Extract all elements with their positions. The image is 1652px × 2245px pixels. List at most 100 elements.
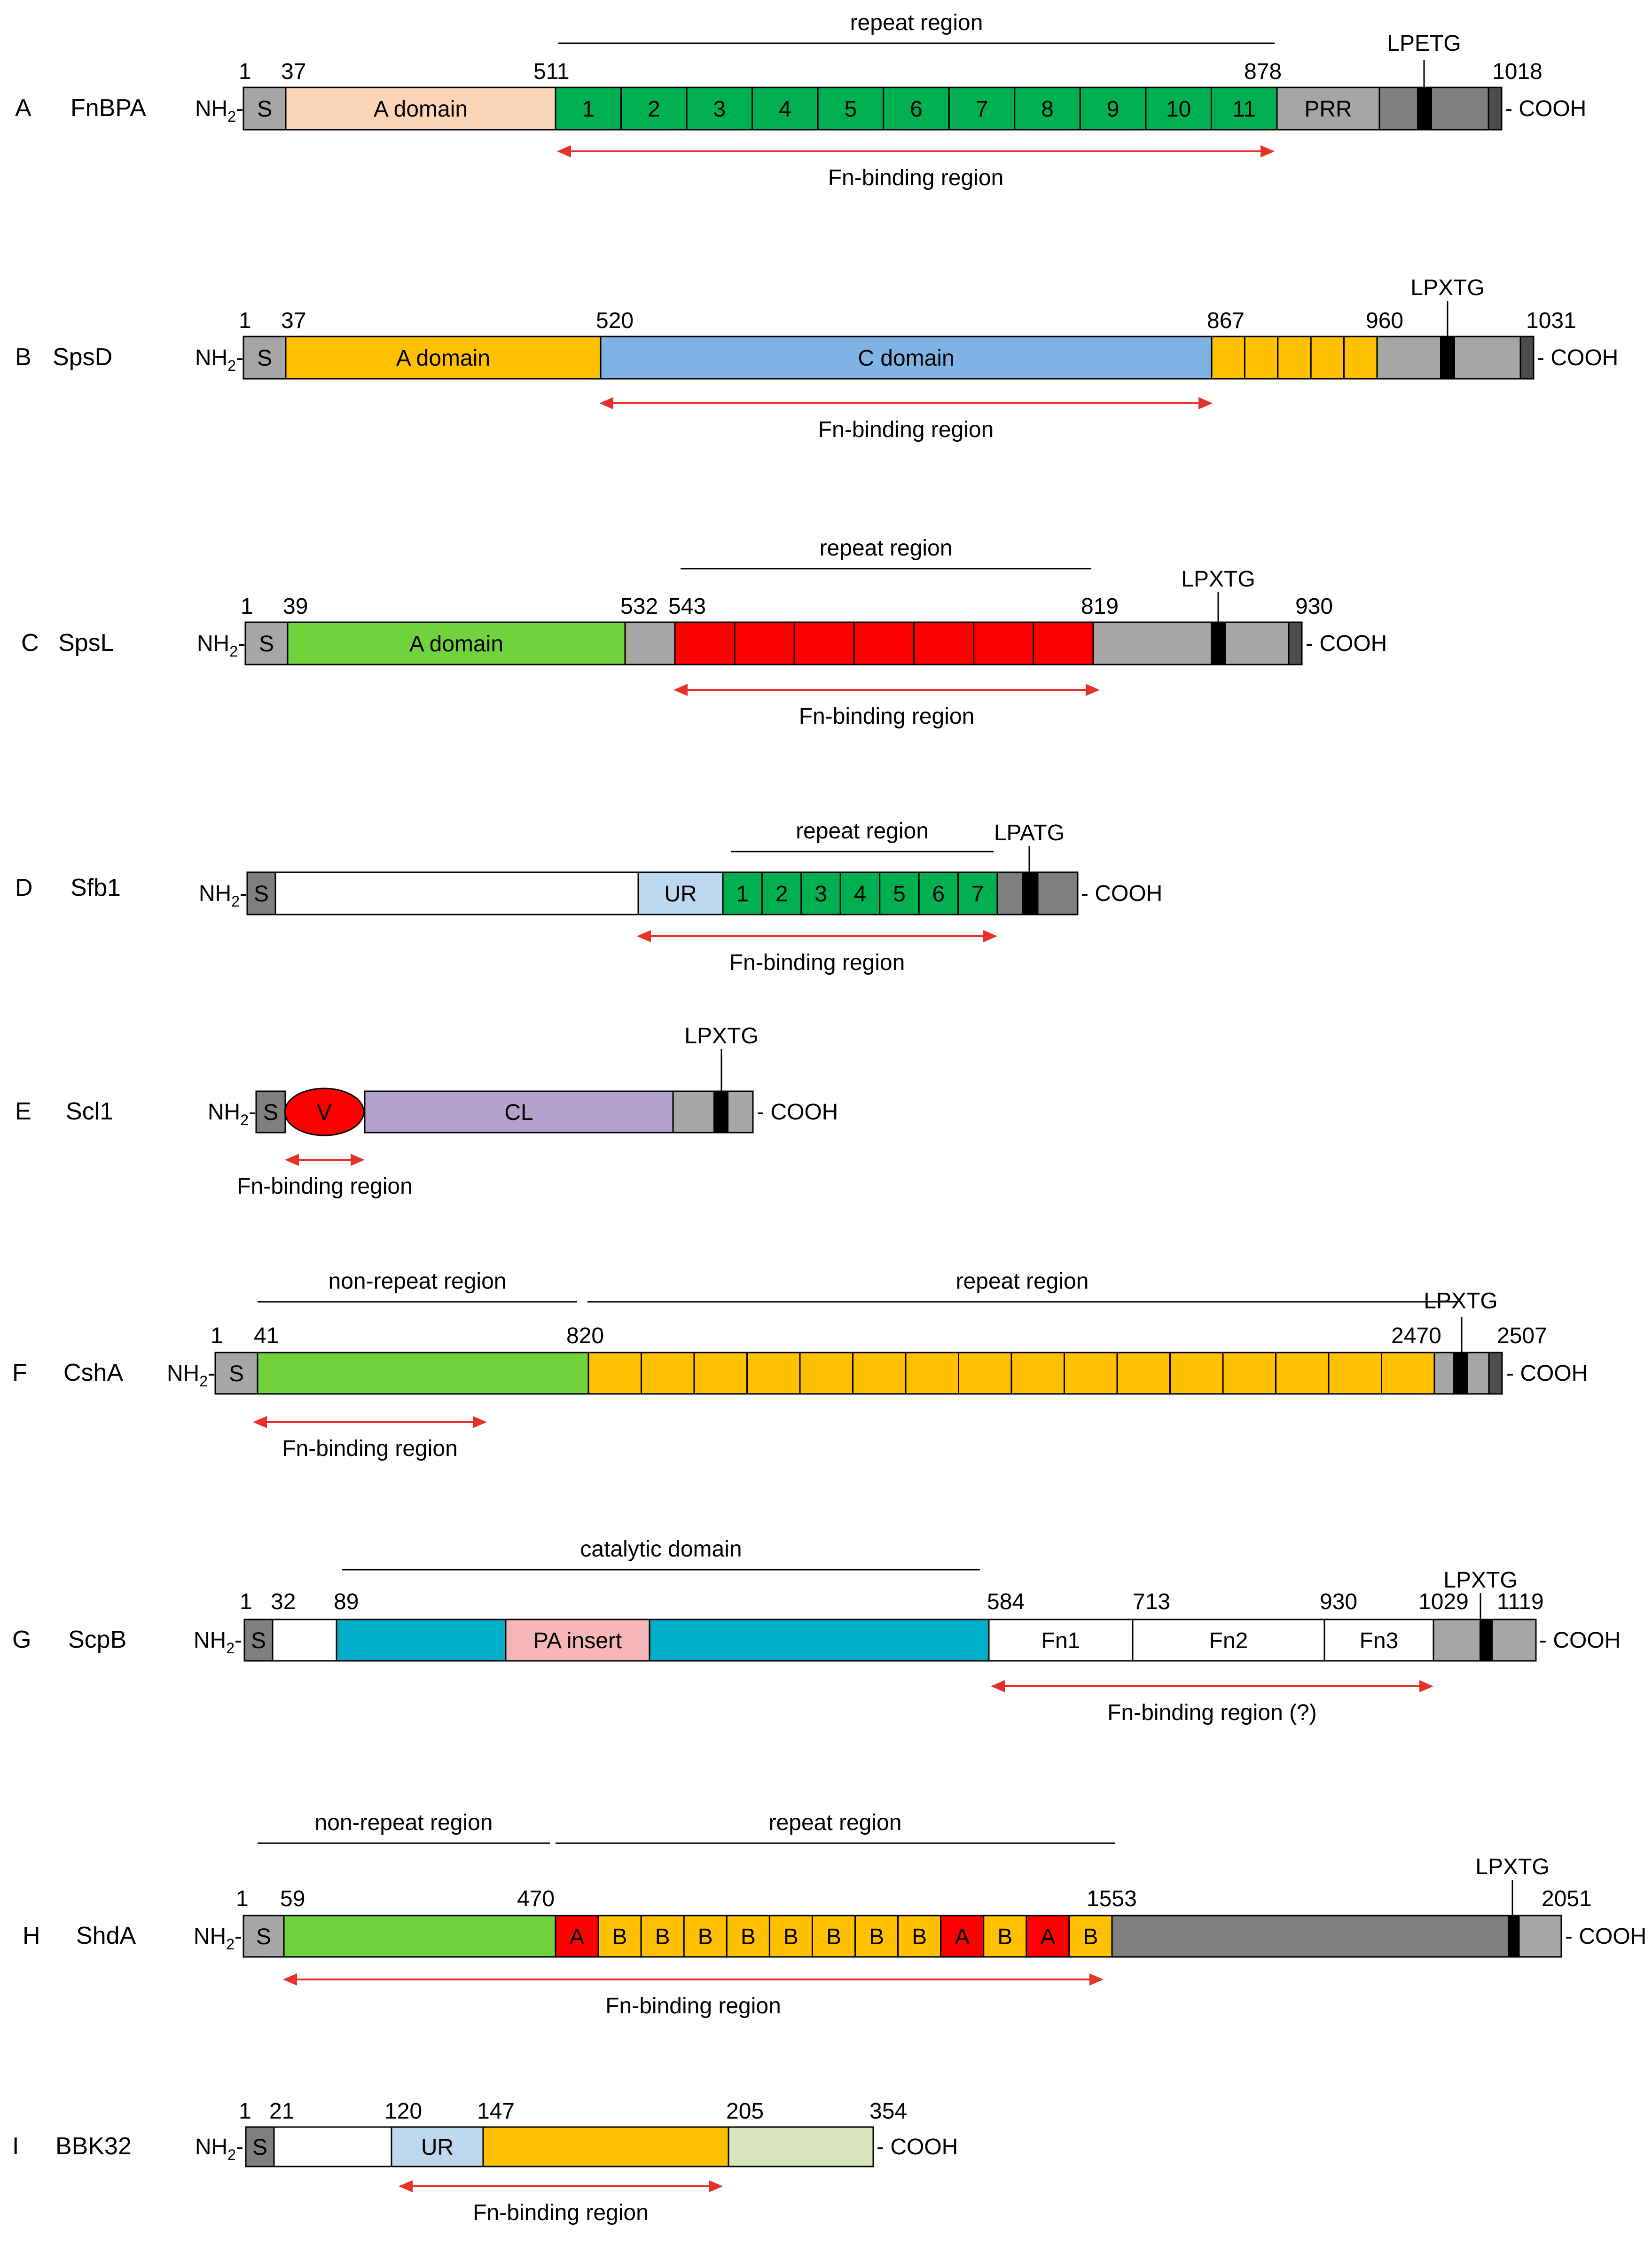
arrow-head-right bbox=[473, 1416, 487, 1428]
arrow-head-left bbox=[285, 1154, 299, 1166]
residue-number: 32 bbox=[271, 1589, 296, 1614]
fn-repeat-7-label: 7 bbox=[971, 882, 984, 907]
panel-letter: E bbox=[15, 1098, 31, 1125]
repeat-unit-9 bbox=[1010, 1352, 1065, 1395]
panel-b-spsd: B SpsD NH2- 1 37 520 867 960 1031 LPXTG S A domain C… bbox=[15, 275, 1618, 442]
c-terminus-label: - COOH bbox=[1081, 881, 1162, 906]
fn-repeat-7-label: 7 bbox=[976, 97, 988, 122]
v-domain-label: V bbox=[317, 1100, 332, 1125]
repeat-unit-1 bbox=[587, 1352, 642, 1395]
c-terminus-label: - COOH bbox=[1537, 345, 1618, 370]
sorting-motif-label: LPXTG bbox=[684, 1024, 758, 1048]
arrow-head-left bbox=[637, 930, 651, 942]
non-repeat-region bbox=[257, 1352, 589, 1395]
arrow-head-left bbox=[253, 1416, 267, 1428]
panel-letter: C bbox=[21, 629, 39, 657]
fn-binding-arrow bbox=[285, 1154, 365, 1166]
residue-number: 37 bbox=[281, 308, 306, 333]
n-terminus-label: NH2- bbox=[195, 345, 243, 374]
n-terminus-label: NH2- bbox=[195, 96, 243, 125]
fn1-domain-label: Fn1 bbox=[1041, 1628, 1080, 1653]
proline-rich-region bbox=[1276, 86, 1380, 131]
repeat-unit-10-label: A bbox=[955, 1924, 970, 1949]
n-terminus-label: NH2- bbox=[195, 2135, 243, 2163]
region-bracket-label: repeat region bbox=[769, 1810, 902, 1835]
panel-letter: B bbox=[15, 344, 31, 371]
c-terminus-label: - COOH bbox=[1506, 1361, 1588, 1386]
fn-repeat-6-label: 6 bbox=[910, 97, 923, 122]
fn-repeat-6-label: 6 bbox=[932, 882, 945, 907]
repeat-unit-2 bbox=[597, 1915, 642, 1958]
residue-number: 820 bbox=[566, 1323, 604, 1348]
fn-binding-arrow bbox=[991, 1680, 1433, 1692]
repeat-unit-6 bbox=[768, 1915, 813, 1958]
fn-repeat-9-label: 9 bbox=[1107, 97, 1120, 122]
signal-peptide-label: S bbox=[251, 1628, 266, 1653]
upstream-region-label: UR bbox=[421, 2135, 454, 2160]
fn-binding-label: Fn-binding region (?) bbox=[1107, 1700, 1317, 1725]
b-repeat-5 bbox=[1343, 336, 1378, 380]
c-terminus-label: - COOH bbox=[1505, 96, 1586, 121]
b-repeat-4 bbox=[1310, 336, 1345, 380]
repeat-unit-11 bbox=[1116, 1352, 1171, 1395]
c-terminal-region bbox=[672, 1090, 754, 1134]
fn-repeat-5 bbox=[913, 621, 975, 665]
fn-repeat-2-label: 2 bbox=[775, 882, 788, 907]
arrow-head-right bbox=[1086, 684, 1100, 696]
region-bracket-label: non-repeat region bbox=[329, 1269, 507, 1294]
fn-repeat-5-label: 5 bbox=[845, 97, 857, 122]
pa-insert-label: PA insert bbox=[533, 1628, 622, 1653]
residue-number: 147 bbox=[477, 2099, 515, 2124]
proline-rich-region-label: PRR bbox=[1304, 97, 1352, 122]
panel-g-scpb: G ScpB NH2- catalytic domain LPXTG 1 32 89 584 71… bbox=[12, 1537, 1621, 1725]
repeat-unit-9-label: B bbox=[912, 1924, 927, 1949]
repeat-unit-8 bbox=[854, 1915, 899, 1958]
n-terminus-label: NH2- bbox=[199, 881, 247, 910]
residue-number: 1 bbox=[239, 308, 251, 333]
protein-name: SpsD bbox=[53, 344, 112, 371]
region-bracket-label: repeat region bbox=[956, 1269, 1089, 1294]
residue-number: 37 bbox=[281, 59, 306, 84]
n-terminus-label: NH2- bbox=[197, 631, 245, 660]
fn-binding-arrow bbox=[283, 1973, 1104, 1986]
propeptide bbox=[272, 1619, 337, 1662]
repeat-unit-7 bbox=[811, 1915, 856, 1958]
upstream-region-label: UR bbox=[664, 882, 697, 907]
c-terminal-region bbox=[1092, 621, 1290, 665]
repeat-unit-13 bbox=[1222, 1352, 1276, 1395]
sorting-motif-label: LPXTG bbox=[1181, 567, 1255, 592]
arrow-head-left bbox=[991, 1680, 1005, 1692]
fn-repeat-11-label: 11 bbox=[1232, 97, 1256, 122]
fn-binding-arrow bbox=[637, 930, 997, 942]
fn-repeat-8-label: 8 bbox=[1041, 97, 1054, 122]
arrow-head-left bbox=[283, 1973, 297, 1986]
repeat-unit-5-label: B bbox=[741, 1924, 756, 1949]
repeat-unit-12 bbox=[1169, 1352, 1224, 1395]
residue-number: 470 bbox=[517, 1886, 555, 1911]
fn-repeat-4 bbox=[853, 621, 915, 665]
fn-binding-domain bbox=[482, 2126, 729, 2167]
arrow-head-left bbox=[673, 684, 688, 696]
arrow-head-left bbox=[599, 397, 613, 409]
fn-repeat-6 bbox=[918, 871, 959, 915]
cytoplasmic-tail bbox=[1488, 1352, 1503, 1395]
fn2-domain-label: Fn2 bbox=[1209, 1628, 1248, 1653]
residue-number: 41 bbox=[254, 1323, 279, 1348]
fn-repeat-7 bbox=[1033, 621, 1094, 665]
signal-peptide-label: S bbox=[259, 632, 274, 657]
repeat-unit-1 bbox=[555, 1915, 599, 1958]
collagen-like-region bbox=[364, 1090, 674, 1134]
signal-peptide bbox=[214, 1352, 258, 1395]
residue-number: 867 bbox=[1207, 308, 1245, 333]
signal-peptide-label: S bbox=[229, 1361, 244, 1386]
residue-number: 878 bbox=[1244, 59, 1282, 84]
fn-repeat-7 bbox=[948, 86, 1016, 131]
arrow-head-left bbox=[399, 2180, 413, 2192]
repeat-unit-5 bbox=[726, 1915, 770, 1958]
residue-number: 1 bbox=[236, 1886, 249, 1911]
arrow-head-right bbox=[1198, 397, 1213, 409]
residue-number: 1 bbox=[239, 2099, 251, 2124]
b-repeat-2 bbox=[1244, 336, 1279, 380]
fn-repeat-1-label: 1 bbox=[582, 97, 595, 122]
repeat-unit-15 bbox=[1328, 1352, 1382, 1395]
